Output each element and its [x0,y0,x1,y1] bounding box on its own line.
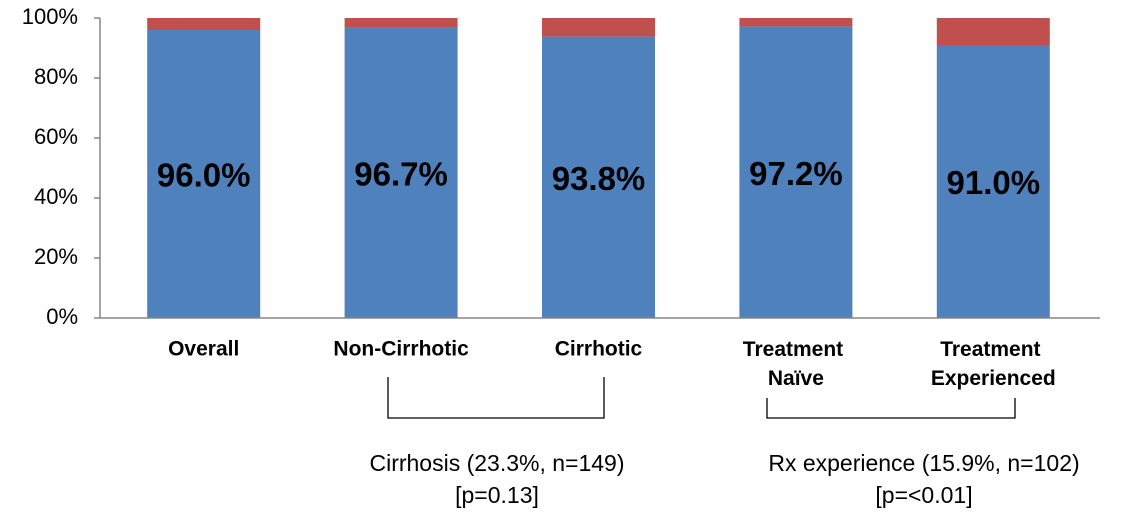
bar-segment [344,27,458,319]
y-tick-label: 80% [34,64,78,89]
annotation: Cirrhosis (23.3%, n=149) [369,450,624,476]
bracket [387,377,605,419]
annotation: [p=0.13] [455,482,539,508]
bar-segment [936,45,1050,318]
bar-segment [936,18,1050,45]
x-tick-label: Cirrhotic [555,338,643,361]
y-tick-label: 100% [22,4,78,29]
y-tick-label: 40% [34,184,78,209]
x-tick-label: Treatment Naïve [743,338,849,390]
bar-segment [739,18,853,27]
x-tick-label: Treatment Experienced [931,338,1056,390]
x-tick-label: Non-Cirrhotic [333,338,469,361]
data-label: 93.8% [552,160,646,197]
y-tick-label: 0% [46,304,78,329]
data-label: 96.7% [354,156,448,193]
bar-segment [147,18,261,30]
annotation: [p=<0.01] [875,482,972,508]
y-tick-label: 60% [34,124,78,149]
x-tick-label: Overall [168,338,239,361]
bar-segment [542,18,655,37]
bar-segment [344,18,458,28]
data-label: 97.2% [749,155,843,192]
data-label: 91.0% [947,164,1041,201]
bar-segment [542,36,655,318]
data-label: 96.0% [157,157,251,194]
bar-segment [147,30,261,318]
bracket [766,398,1016,419]
y-tick-label: 20% [34,244,78,269]
annotation: Rx experience (15.9%, n=102) [768,450,1079,476]
bar-segment [739,26,853,319]
